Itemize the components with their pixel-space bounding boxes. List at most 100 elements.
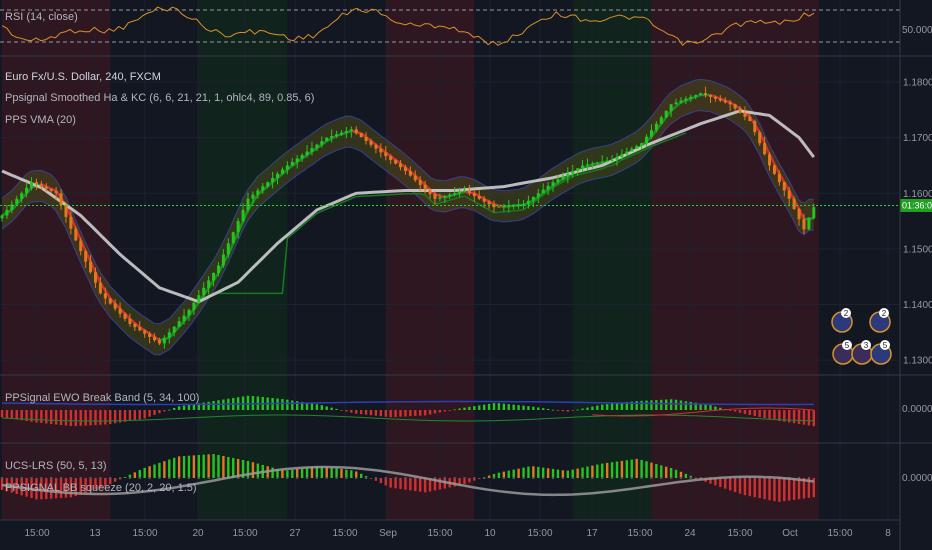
candle-body: [413, 175, 417, 181]
ewo-bar: [812, 410, 815, 427]
time-axis[interactable]: 15:00 13 15:00 20 15:00 27 15:00 Sep 15:00 10 15:0…: [24, 528, 891, 539]
ewo-bar: [305, 402, 309, 410]
lrs-bar: [207, 454, 210, 478]
squeeze-dot: [119, 477, 122, 479]
ewo-bar: [778, 410, 781, 421]
trend-line-segment: [104, 289, 112, 300]
candle-body: [108, 298, 112, 304]
candle-body: [349, 129, 353, 131]
candle-body: [477, 196, 481, 199]
ewo-bar: [138, 410, 141, 420]
lrs-bar: [458, 478, 461, 486]
lrs-bar: [40, 478, 43, 500]
ewo-bar: [394, 410, 397, 417]
lrs-bar: [694, 477, 697, 479]
squeeze-dot: [798, 477, 801, 479]
lrs-bar: [99, 478, 102, 488]
ewo-bar: [684, 401, 688, 410]
ewo-bar: [364, 410, 368, 415]
ewo-bar: [783, 410, 786, 422]
squeeze-dot: [207, 477, 210, 479]
candle-body: [236, 221, 240, 233]
ewo-bar: [699, 403, 702, 410]
lrs-bar: [807, 478, 811, 498]
candle-body: [462, 190, 466, 192]
candle-body: [467, 190, 471, 194]
ewo-bar: [286, 399, 289, 410]
squeeze-dot: [493, 477, 495, 479]
candle-body: [418, 180, 422, 185]
candle-body: [271, 177, 275, 183]
candle-body: [300, 155, 304, 159]
lrs-bar: [497, 472, 501, 478]
candle-body: [187, 310, 191, 316]
ewo-bar: [478, 405, 481, 410]
ewo-bar: [414, 410, 417, 416]
ewo-bar: [753, 410, 756, 416]
ewo-bar: [99, 410, 102, 425]
ewo-bar: [84, 410, 87, 426]
candle-body: [561, 176, 565, 180]
lrs-bar: [241, 459, 245, 478]
lrs-bar: [45, 478, 48, 499]
squeeze-dot: [20, 477, 23, 479]
candle-body: [694, 95, 698, 97]
price-axis[interactable]: 1.18000 1.17000 1.16000 1.15000 1.14000 1.130…: [903, 78, 932, 367]
candle-body: [787, 190, 791, 199]
lrs-bar: [433, 478, 437, 491]
economic-event-markers[interactable]: 2 2 5 3 5: [831, 308, 892, 365]
candle-body: [157, 340, 161, 344]
lrs-bar: [310, 467, 314, 478]
candle-body: [64, 205, 68, 217]
lrs-bar: [596, 464, 599, 478]
rsi-pane[interactable]: RSI (14, close) 50.0000: [0, 6, 932, 47]
candle-body: [93, 272, 97, 283]
candle-body: [246, 198, 250, 210]
candle-body: [74, 228, 78, 241]
lrs-bar: [419, 478, 422, 492]
candle-body: [364, 137, 368, 141]
candle-body: [15, 198, 19, 205]
ewo-pane[interactable]: PPSignal EWO Break Band (5, 34, 100) 0.0…: [0, 392, 932, 427]
lrs-bar: [325, 466, 328, 478]
candle-body: [718, 98, 722, 101]
ewo-bar: [620, 402, 624, 410]
candle-body: [212, 272, 216, 281]
candle-body: [310, 148, 314, 152]
lrs-bar: [591, 465, 594, 478]
lrs-bar: [202, 454, 205, 478]
lrs-bar: [753, 478, 756, 498]
squeeze-dot: [473, 477, 476, 479]
squeeze-dot: [50, 477, 53, 479]
time-tick-label: 8: [885, 528, 891, 539]
ewo-bar: [655, 400, 658, 410]
lrs-bar: [586, 466, 589, 478]
main-pane[interactable]: 01:36:08 1.180001.170001.160001.150001.1…: [0, 71, 932, 367]
lrs-bar: [473, 478, 476, 481]
lrs-bar: [605, 462, 609, 478]
lrs-bar: [650, 462, 653, 478]
lrs-bar: [163, 461, 166, 478]
candle-body: [620, 154, 624, 158]
ewo-bar: [374, 410, 378, 416]
squeeze-dot: [630, 477, 633, 479]
candle-body: [177, 321, 181, 327]
lrs-bar: [54, 478, 58, 499]
ewo-bar: [463, 407, 466, 410]
squeeze-dot: [679, 477, 682, 479]
lrs-bar: [758, 478, 761, 499]
lrs-bar: [719, 478, 722, 488]
lrs-bar: [709, 478, 712, 484]
lrs-pane[interactable]: UCS-LRS (50, 5, 13) PPSIGNAL BB squeeze …: [0, 454, 932, 502]
ewo-bar: [369, 410, 373, 416]
time-tick-label: 17: [586, 528, 598, 539]
candle-body: [39, 184, 43, 187]
candle-body: [758, 132, 762, 144]
ewo-bar: [487, 403, 491, 410]
squeeze-dot: [365, 477, 368, 479]
lrs-bar: [797, 478, 801, 500]
candle-body: [551, 182, 555, 186]
squeeze-dot: [276, 477, 279, 479]
candle-body: [654, 123, 658, 131]
